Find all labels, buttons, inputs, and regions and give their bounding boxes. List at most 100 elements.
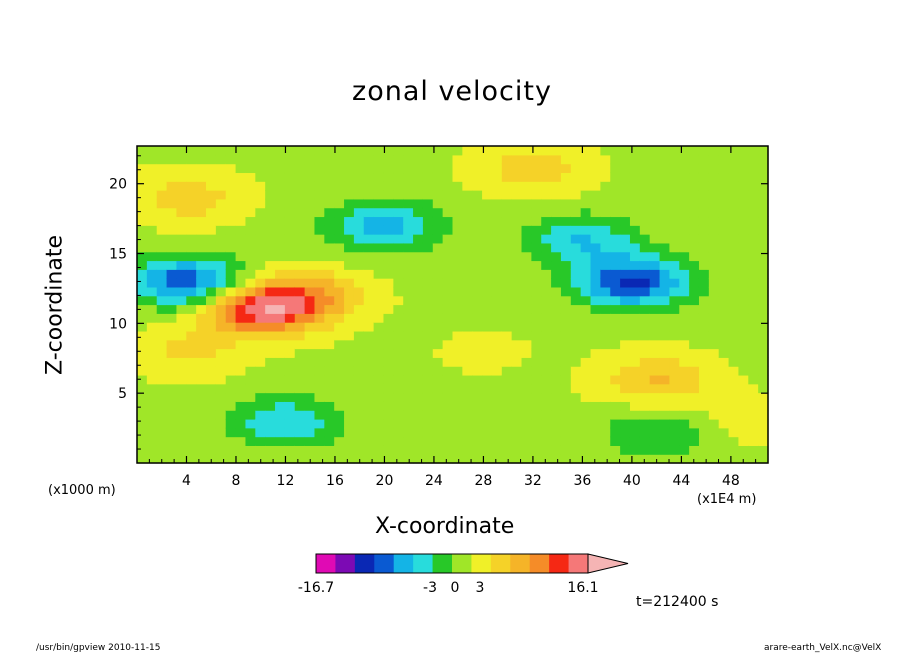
heatmap-cell — [422, 374, 434, 385]
heatmap-cell — [708, 322, 720, 332]
heatmap-cell — [235, 251, 247, 262]
heatmap-cell — [344, 436, 355, 446]
heatmap-cell — [334, 401, 345, 411]
heatmap-cell — [610, 445, 621, 455]
heatmap-cell — [284, 295, 296, 306]
heatmap-cell — [275, 383, 286, 394]
heatmap-cell — [137, 348, 148, 358]
heatmap-cell — [639, 216, 651, 226]
heatmap-cell — [363, 383, 375, 394]
heatmap-cell — [679, 436, 690, 446]
heatmap-cell — [235, 454, 247, 464]
heatmap-cell — [708, 278, 720, 288]
heatmap-cell — [334, 216, 345, 226]
heatmap-cell — [413, 216, 424, 226]
heatmap-cell — [511, 181, 523, 191]
heatmap-cell — [600, 418, 611, 429]
heatmap-cell — [225, 357, 237, 367]
heatmap-cell — [541, 146, 552, 156]
heatmap-cell — [600, 207, 611, 218]
heatmap-cell — [393, 418, 404, 429]
heatmap-cell — [383, 436, 394, 446]
heatmap-cell — [314, 260, 325, 270]
heatmap-cell — [393, 190, 404, 200]
heatmap-cell — [432, 339, 444, 350]
colorbar-segment — [510, 554, 531, 573]
heatmap-cell — [689, 322, 700, 332]
heatmap-cell — [186, 313, 197, 323]
heatmap-cell — [698, 348, 710, 358]
heatmap-cell — [166, 366, 178, 376]
heatmap-cell — [718, 251, 730, 262]
heatmap-cell — [689, 269, 700, 279]
heatmap-cell — [482, 392, 493, 402]
heatmap-cell — [363, 436, 375, 446]
heatmap-cell — [206, 172, 217, 182]
heatmap-cell — [689, 154, 700, 165]
heatmap-cell — [235, 269, 247, 279]
heatmap-cell — [491, 436, 503, 446]
heatmap-cell — [353, 181, 365, 191]
heatmap-cell — [206, 454, 217, 464]
heatmap-cell — [156, 278, 168, 288]
heatmap-cell — [324, 146, 335, 156]
heatmap-cell — [738, 304, 749, 314]
heatmap-cell — [294, 172, 306, 182]
heatmap-cell — [580, 374, 592, 385]
heatmap-cell — [432, 172, 444, 182]
x-axis-label: X-coordinate — [375, 514, 515, 539]
heatmap-cell — [156, 445, 168, 455]
heatmap-cell — [501, 418, 513, 429]
heatmap-cell — [442, 163, 454, 174]
heatmap-cell — [206, 146, 217, 156]
heatmap-cell — [166, 260, 178, 270]
heatmap-cell — [245, 374, 256, 385]
heatmap-cell — [718, 198, 730, 209]
heatmap-cell — [215, 278, 227, 288]
heatmap-cell — [620, 357, 631, 367]
heatmap-cell — [472, 322, 483, 332]
heatmap-cell — [294, 242, 306, 253]
heatmap-cell — [679, 234, 690, 244]
heatmap-cell — [610, 427, 621, 438]
heatmap-cell — [363, 278, 375, 288]
heatmap-cell — [531, 392, 542, 402]
heatmap-cell — [620, 454, 631, 464]
heatmap-cell — [738, 234, 749, 244]
heatmap-cell — [669, 366, 680, 376]
heatmap-cell — [580, 383, 592, 394]
x-axis-unit: (x1000 m) — [48, 483, 116, 498]
heatmap-cell — [718, 445, 730, 455]
y-tick-label: 20 — [109, 177, 127, 193]
heatmap-cell — [649, 383, 661, 394]
heatmap-cell — [462, 436, 473, 446]
heatmap-cell — [137, 251, 148, 262]
heatmap-cell — [541, 198, 552, 209]
heatmap-cell — [176, 313, 187, 323]
heatmap-cell — [413, 260, 424, 270]
heatmap-cell — [383, 242, 394, 253]
heatmap-cell — [590, 445, 601, 455]
heatmap-cell — [491, 330, 503, 341]
heatmap-cell — [353, 348, 365, 358]
heatmap-cell — [570, 454, 582, 464]
heatmap-cell — [166, 436, 178, 446]
heatmap-cell — [245, 339, 256, 350]
heatmap-cell — [245, 146, 256, 156]
heatmap-cell — [363, 427, 375, 438]
heatmap-cell — [551, 427, 562, 438]
heatmap-cell — [679, 418, 690, 429]
heatmap-cell — [176, 418, 187, 429]
heatmap-cell — [610, 251, 621, 262]
heatmap-cell — [491, 445, 503, 455]
heatmap-cell — [353, 304, 365, 314]
heatmap-cell — [698, 295, 710, 306]
heatmap-cell — [551, 392, 562, 402]
plot-frame — [136, 145, 769, 464]
heatmap-cell — [284, 163, 296, 174]
heatmap-cell — [491, 260, 503, 270]
heatmap-cell — [265, 401, 276, 411]
heatmap-cell — [166, 427, 178, 438]
heatmap-cell — [620, 418, 631, 429]
colorbar-label: -3 — [423, 580, 437, 596]
